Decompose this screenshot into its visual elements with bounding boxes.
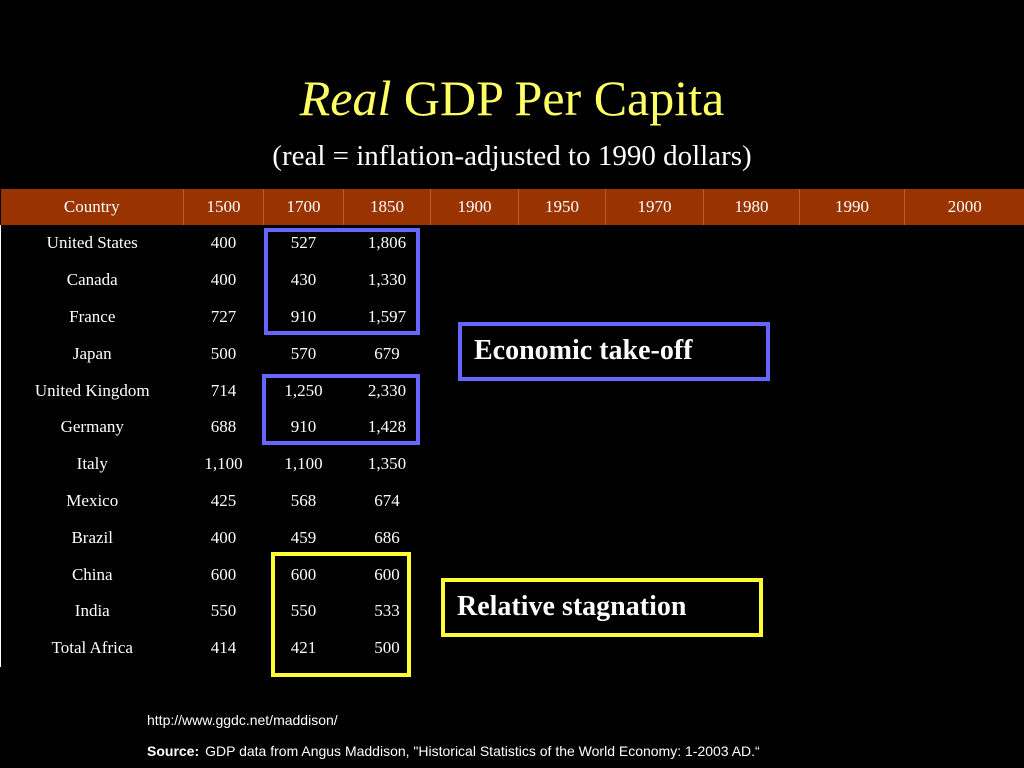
value-cell: 910 [290,306,317,326]
takeoff-highlight-us-france [264,228,420,335]
country-cell: Mexico [0,482,184,520]
table-row: France 727 910 1,597 [0,298,1024,336]
value-cell: 679 [374,343,400,363]
table-row: Italy 1,100 1,100 1,350 [0,445,1024,483]
country-cell: United States [0,225,184,262]
slide-title-italic: Real [299,70,392,126]
header-cell: 1980 [703,189,800,225]
source-label: Source: [147,743,200,759]
country-cell: Total Africa [0,629,184,667]
value-cell: 400 [210,270,237,290]
table-row: United States 400 527 1,806 [0,225,1024,262]
header-cell: 1500 [183,189,264,225]
table-row: Mexico 425 568 674 [0,482,1024,520]
slide-subtitle: (real = inflation-adjusted to 1990 dolla… [272,140,752,172]
value-cell: 459 [290,527,317,547]
table-row: Germany 688 910 1,428 [0,408,1024,446]
value-cell: 674 [374,490,400,510]
value-cell: 527 [290,233,317,253]
source-url: http://www.ggdc.net/maddison/ [147,712,338,728]
value-cell: 421 [290,638,317,658]
country-cell: China [0,556,184,593]
header-cell: 1970 [605,189,704,225]
country-cell: United Kingdom [0,372,184,409]
value-cell: 425 [210,490,237,510]
value-cell: 2,330 [367,380,407,400]
gdp-table: Country 1500 1700 1850 1900 1950 1970 19… [0,189,1024,667]
header-cell: 1900 [430,189,519,225]
value-cell: 400 [210,527,237,547]
value-cell: 686 [374,527,400,547]
country-cell: Japan [0,335,184,373]
value-cell: 910 [290,417,317,437]
value-cell: 1,100 [204,454,243,474]
value-cell: 727 [210,306,237,326]
value-cell: 1,100 [284,454,323,474]
table-row: Total Africa 414 421 500 [0,629,1024,667]
country-cell: Germany [0,408,184,446]
source-citation: Source: GDP data from Angus Maddison, "Hi… [147,743,760,759]
header-cell: 1700 [263,189,344,225]
table-row: Japan 500 570 679 [0,335,1024,373]
value-cell: 414 [210,638,237,658]
header-cell: 1990 [799,189,905,225]
value-cell: 1,428 [367,417,407,437]
country-cell: Italy [0,445,184,483]
table-row: Canada 400 430 1,330 [0,261,1024,299]
table-header-row: Country 1500 1700 1850 1900 1950 1970 19… [0,189,1024,225]
value-cell: 430 [290,270,317,290]
value-cell: 600 [374,564,400,584]
slide-title-rest: GDP Per Capita [403,70,725,126]
header-cell: 1950 [518,189,606,225]
relative-stagnation-label: Relative stagnation [441,578,763,637]
value-cell: 1,806 [367,233,407,253]
value-cell: 1,597 [367,306,407,326]
country-cell: Brazil [0,519,184,557]
header-cell: Country [0,189,184,225]
country-cell: India [0,592,184,630]
value-cell: 568 [290,490,317,510]
table-row: Brazil 400 459 686 [0,519,1024,557]
value-cell: 400 [210,233,237,253]
source-text: GDP data from Angus Maddison, "Historica… [205,743,760,759]
table-row: China 600 600 600 [0,556,1024,593]
table-row: United Kingdom 714 1,250 2,330 [0,372,1024,409]
value-cell: 714 [210,380,237,400]
value-cell: 688 [210,417,237,437]
value-cell: 1,350 [367,454,407,474]
value-cell: 600 [290,564,317,584]
header-cell: 1850 [343,189,431,225]
country-cell: France [0,298,184,336]
value-cell: 550 [290,601,317,621]
value-cell: 500 [210,343,237,363]
table-row: India 550 550 533 [0,592,1024,630]
value-cell: 533 [374,601,400,621]
country-cell: Canada [0,261,184,299]
stagnation-highlight-asia-africa [271,552,411,677]
header-cell: 2000 [904,189,1024,225]
value-cell: 1,250 [284,380,323,400]
value-cell: 1,330 [367,270,407,290]
takeoff-highlight-uk-germany [262,374,420,445]
value-cell: 500 [374,638,400,658]
value-cell: 600 [210,564,237,584]
value-cell: 550 [210,601,237,621]
economic-takeoff-label: Economic take-off [458,322,770,381]
slide-title: Real GDP Per Capita [0,68,1024,128]
value-cell: 570 [290,343,317,363]
